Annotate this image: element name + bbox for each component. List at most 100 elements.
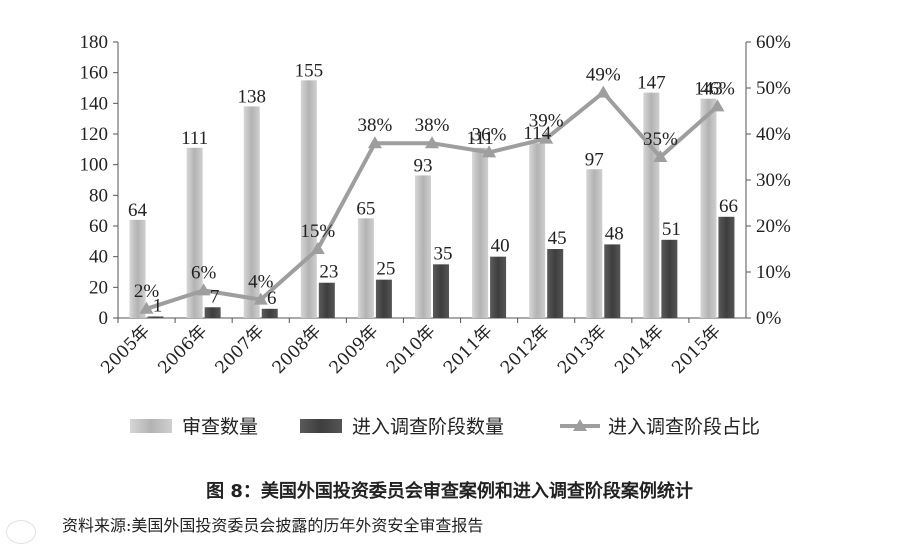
y-left-tick-label: 80 (89, 185, 108, 206)
x-tick-label: 2012年 (497, 321, 554, 378)
ratio-point (425, 136, 439, 149)
data-label-review-count: 114 (523, 123, 551, 144)
data-label-investigation-count: 6 (267, 288, 277, 309)
data-label-ratio: 38% (415, 115, 450, 136)
bar-review-count (415, 175, 431, 318)
legend-ratio-label: 进入调查阶段占比 (608, 416, 760, 438)
data-label-investigation-count: 1 (153, 295, 163, 316)
bar-review-count (700, 98, 717, 318)
bar-investigation-count (547, 249, 564, 318)
data-label-investigation-count: 25 (376, 259, 395, 280)
ratio-point (367, 136, 382, 149)
legend-investigation-count-label: 进入调查阶段数量 (352, 416, 504, 438)
bar-investigation-count (318, 282, 335, 318)
ratio-point (139, 301, 154, 314)
ratio-point (196, 283, 211, 296)
data-label-investigation-count: 35 (434, 243, 453, 264)
data-label-ratio: 15% (300, 221, 335, 242)
data-label-review-count: 65 (356, 198, 375, 219)
bar-review-count (586, 169, 603, 318)
data-label-review-count: 147 (637, 73, 666, 94)
y-right-tick-label: 60% (756, 32, 791, 53)
y-left-tick-label: 120 (80, 124, 109, 145)
data-label-investigation-count: 40 (491, 236, 510, 257)
bar-investigation-count (375, 279, 392, 318)
y-left-tick-label: 0 (99, 308, 109, 329)
data-label-ratio: 46% (700, 78, 735, 99)
source-note: 资料来源:美国外国投资委员会披露的历年外资安全审查报告 (62, 516, 484, 535)
data-label-investigation-count: 66 (719, 196, 738, 217)
bar-review-count (357, 218, 374, 318)
data-label-review-count: 97 (585, 149, 604, 170)
data-label-investigation-count: 48 (605, 223, 624, 244)
bar-investigation-count (604, 244, 621, 318)
data-label-review-count: 143 (694, 79, 723, 100)
bar-review-count (300, 80, 317, 318)
x-tick-label: 2011年 (440, 321, 497, 378)
data-label-ratio: 49% (586, 65, 621, 86)
ratio-point (710, 99, 725, 112)
data-label-investigation-count: 45 (548, 228, 567, 249)
data-label-investigation-count: 51 (662, 219, 681, 240)
x-tick-label: 2015年 (668, 321, 725, 378)
y-left-tick-label: 140 (80, 93, 109, 114)
bar-investigation-count (261, 308, 278, 318)
ratio-point (539, 131, 554, 144)
bar-review-count (643, 92, 660, 318)
data-label-review-count: 155 (295, 60, 324, 81)
bar-review-count (243, 106, 260, 319)
data-label-investigation-count: 23 (319, 262, 338, 283)
y-left-tick-label: 100 (80, 155, 109, 176)
bar-review-count (186, 147, 203, 318)
data-label-review-count: 111 (181, 128, 208, 149)
ratio-point (653, 150, 668, 162)
x-tick-label: 2014年 (611, 321, 668, 378)
bar-investigation-count (433, 264, 449, 318)
data-label-ratio: 2% (134, 281, 160, 302)
bar-review-count (472, 147, 489, 318)
legend-investigation-count-swatch (300, 419, 342, 433)
bar-investigation-count (147, 316, 164, 318)
ratio-point (310, 242, 325, 254)
ratio-point (253, 292, 268, 305)
ratio-point (596, 85, 611, 98)
y-left-tick-label: 60 (89, 216, 108, 237)
bar-investigation-count (490, 256, 507, 318)
x-tick-label: 2008年 (269, 321, 326, 378)
data-label-ratio: 4% (248, 272, 274, 293)
data-label-review-count: 111 (467, 128, 494, 149)
bar-review-count (529, 143, 546, 318)
data-label-investigation-count: 7 (210, 286, 220, 307)
y-right-tick-label: 30% (756, 170, 791, 191)
y-left-tick-label: 20 (89, 277, 108, 298)
data-label-ratio: 38% (357, 115, 392, 136)
y-left-tick-label: 160 (80, 63, 109, 84)
chart: 0204060801001201401601800%10%20%30%40%50… (80, 32, 792, 438)
x-tick-label: 2005年 (97, 321, 154, 378)
y-left-tick-label: 180 (80, 32, 109, 53)
y-right-tick-label: 20% (756, 216, 791, 237)
data-label-ratio: 35% (643, 129, 678, 150)
x-tick-label: 2006年 (154, 321, 211, 378)
x-tick-label: 2007年 (212, 321, 269, 378)
y-right-tick-label: 0% (756, 308, 782, 329)
bar-investigation-count (204, 307, 221, 318)
y-left-tick-label: 40 (89, 247, 108, 268)
data-label-review-count: 93 (414, 155, 433, 176)
watermark-logo (6, 520, 36, 544)
bar-investigation-count (718, 216, 735, 318)
data-label-ratio: 36% (472, 124, 507, 145)
figure-caption: 图 8：美国外国投资委员会审查案例和进入调查阶段案例统计 (206, 481, 693, 502)
y-right-tick-label: 50% (756, 78, 791, 99)
x-tick-label: 2010年 (383, 321, 440, 378)
data-label-ratio: 6% (191, 262, 217, 283)
y-right-tick-label: 40% (756, 124, 791, 145)
legend-review-count-label: 审查数量 (182, 416, 258, 438)
y-right-tick-label: 10% (756, 262, 791, 283)
bar-investigation-count (661, 239, 678, 318)
data-label-ratio: 39% (529, 111, 564, 132)
legend-review-count-swatch (130, 419, 172, 433)
bar-review-count (129, 219, 146, 318)
x-tick-label: 2013年 (554, 321, 611, 378)
ratio-point (482, 145, 497, 158)
